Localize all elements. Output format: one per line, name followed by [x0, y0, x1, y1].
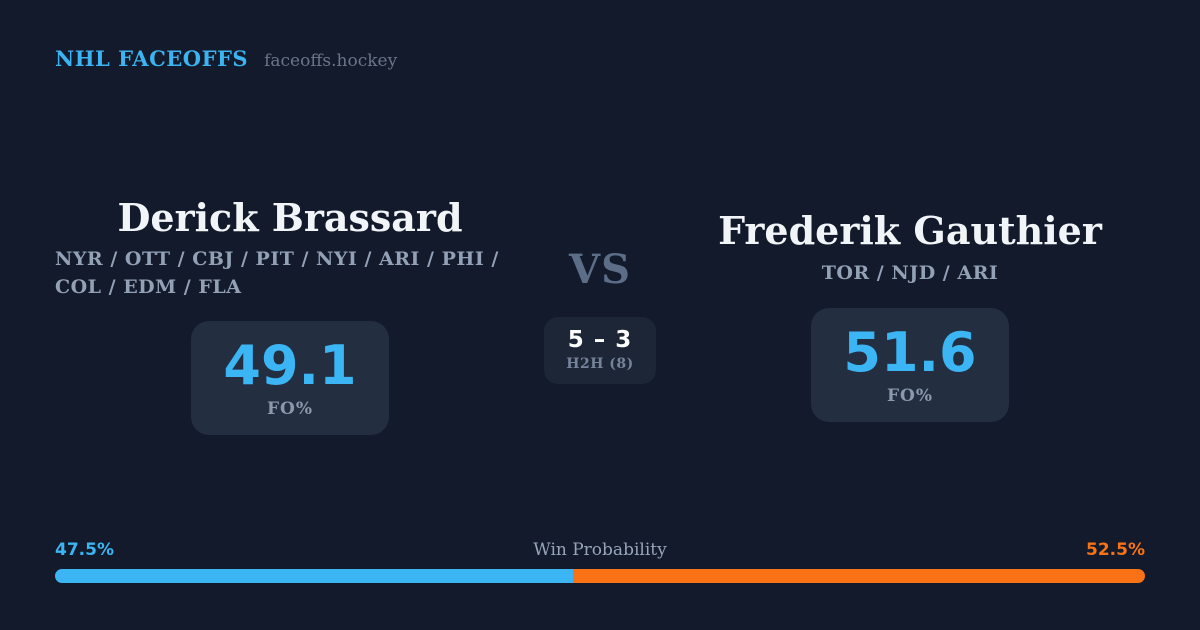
site-url: faceoffs.hockey	[264, 51, 398, 71]
win-probability-title: Win Probability	[533, 540, 667, 560]
player-name-right: Frederik Gauthier	[718, 208, 1102, 254]
faceoff-label-right: FO%	[886, 385, 933, 406]
versus-column: VS 5 – 3 H2H (8)	[525, 246, 675, 384]
faceoff-stat-card-right: 51.6 FO%	[811, 307, 1009, 422]
win-probability-bar	[55, 569, 1145, 583]
vs-label: VS	[569, 246, 631, 293]
player-column-left: Derick Brassard NYR / OTT / CBJ / PIT / …	[55, 195, 525, 436]
faceoff-label-left: FO%	[266, 399, 313, 420]
brand-title: NHL FACEOFFS	[55, 46, 249, 71]
faceoff-value-right: 51.6	[843, 320, 977, 384]
player-teams-left: NYR / OTT / CBJ / PIT / NYI / ARI / PHI …	[55, 248, 499, 298]
win-probability-bar-right-segment	[572, 569, 1145, 583]
win-probability-section: 47.5% Win Probability 52.5%	[55, 540, 1145, 583]
win-probability-left-pct: 47.5%	[55, 540, 114, 560]
head-to-head-score: 5 – 3	[567, 327, 633, 353]
player-name-left: Derick Brassard	[117, 194, 463, 240]
win-probability-bar-left-segment	[55, 569, 573, 583]
win-probability-right-pct: 52.5%	[1086, 540, 1145, 560]
player-teams-right: TOR / NJD / ARI	[821, 261, 999, 284]
player-column-right: Frederik Gauthier TOR / NJD / ARI 51.6 F…	[675, 208, 1145, 422]
matchup-row: Derick Brassard NYR / OTT / CBJ / PIT / …	[55, 160, 1145, 470]
win-probability-labels: 47.5% Win Probability 52.5%	[55, 540, 1145, 560]
faceoff-stat-card-left: 49.1 FO%	[191, 321, 389, 436]
header: NHL FACEOFFS faceoffs.hockey	[55, 46, 397, 71]
faceoff-value-left: 49.1	[223, 334, 357, 398]
head-to-head-label: H2H (8)	[566, 356, 634, 372]
head-to-head-card: 5 – 3 H2H (8)	[544, 317, 656, 384]
